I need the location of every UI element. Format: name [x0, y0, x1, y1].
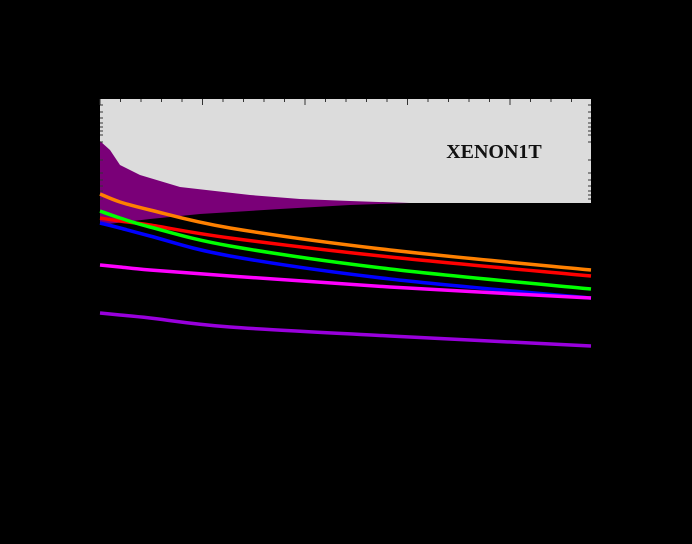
series-line-green	[99, 209, 592, 291]
series-line-violet	[99, 311, 592, 348]
series-line-red	[99, 216, 592, 278]
purple-band	[100, 141, 410, 225]
series-line-blue	[99, 221, 592, 300]
axis-ticks	[99, 99, 591, 200]
xenon1t-excluded-box	[100, 99, 591, 203]
series-line-orange	[99, 192, 592, 272]
xenon1t-label: XENON1T	[446, 141, 542, 163]
band-area	[100, 141, 410, 225]
series-line-magenta	[99, 263, 592, 300]
series-lines	[99, 192, 592, 348]
annotations: XENON1T	[446, 141, 542, 163]
excluded-region	[100, 99, 591, 203]
